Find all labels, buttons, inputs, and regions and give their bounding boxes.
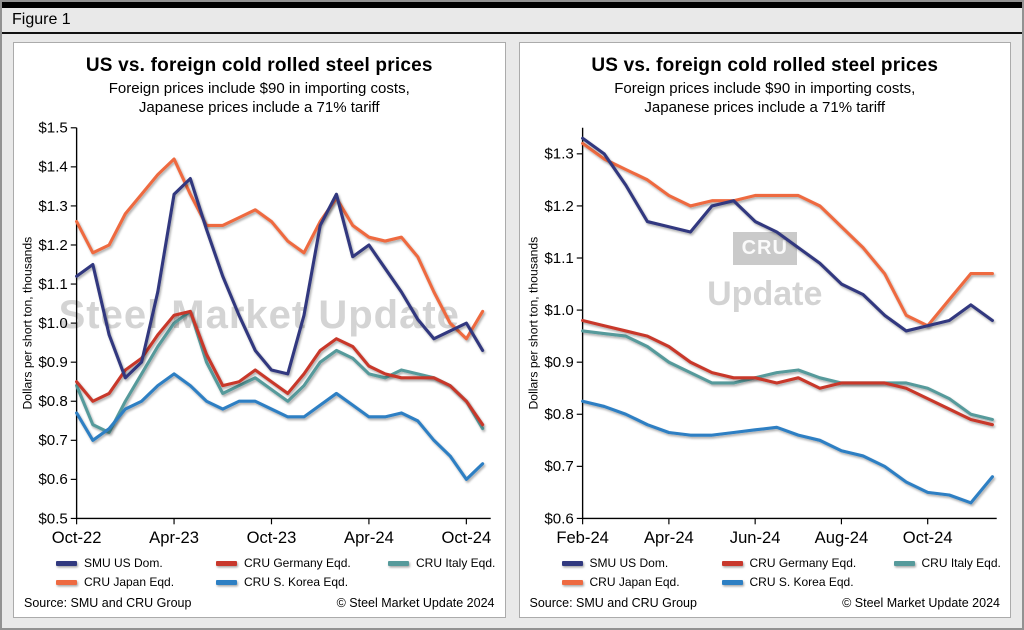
legend-label: CRU Germany Eqd.: [244, 556, 351, 570]
legend-swatch: [561, 579, 583, 585]
legend-swatch: [721, 579, 743, 585]
panel-footer: Source: SMU and CRU Group © Steel Market…: [520, 593, 1011, 617]
svg-text:$0.8: $0.8: [38, 394, 67, 411]
legend-label: SMU US Dom.: [84, 556, 163, 570]
svg-text:$0.9: $0.9: [544, 354, 573, 371]
legend-item-cru_japan: CRU Japan Eqd.: [561, 575, 722, 589]
svg-text:$1.3: $1.3: [544, 146, 573, 163]
plot-area-wrapper: CRU Update $0.6 $0.7 $0.8 $0.9 $1.0 $1.1 $1.2 $…: [520, 119, 1011, 553]
legend-item-cru_japan: CRU Japan Eqd.: [56, 575, 216, 589]
legend-item-cru_germany: CRU Germany Eqd.: [721, 556, 894, 570]
line-chart-full-history: $0.5 $0.6 $0.7 $0.8 $0.9 $1.0 $1.1 $1.2 $1.3 $1.4…: [21, 120, 492, 547]
legend-item-cru_italy: CRU Italy Eqd.: [388, 556, 499, 570]
figure-label: Figure 1: [12, 11, 71, 28]
legend: SMU US Dom. CRU Germany Eqd. CRU Italy Eqd…: [14, 553, 505, 593]
chart-title: US vs. foreign cold rolled steel prices: [85, 55, 433, 76]
legend-swatch: [721, 560, 743, 566]
copyright-note: © Steel Market Update 2024: [336, 596, 495, 610]
svg-text:Feb-24: Feb-24: [556, 528, 609, 547]
legend-swatch: [56, 579, 77, 585]
legend-swatch: [893, 560, 915, 566]
legend-swatch: [216, 579, 237, 585]
source-note: Source: SMU and CRU Group: [529, 596, 697, 610]
svg-text:$1.1: $1.1: [544, 250, 573, 267]
chart-subtitle-line1: Foreign prices include $90 in importing …: [614, 80, 916, 97]
svg-text:$0.6: $0.6: [544, 511, 573, 528]
svg-text:$0.8: $0.8: [544, 407, 573, 424]
legend-swatch: [216, 560, 237, 566]
chart-subtitle: Foreign prices include $90 in importing …: [14, 79, 505, 117]
legend-label: CRU Italy Eqd.: [416, 556, 496, 570]
svg-text:$1.4: $1.4: [38, 159, 67, 176]
svg-text:Apr-24: Apr-24: [344, 528, 394, 547]
svg-text:$1.2: $1.2: [544, 198, 573, 215]
legend-label: CRU Italy Eqd.: [921, 556, 1001, 570]
svg-text:Oct-22: Oct-22: [52, 528, 102, 547]
legend-label: SMU US Dom.: [589, 556, 669, 570]
legend-item-smu_us: SMU US Dom.: [56, 556, 216, 570]
figure-header: Figure 1: [2, 8, 1022, 34]
legend-label: CRU Japan Eqd.: [589, 575, 680, 589]
legend-item-cru_italy: CRU Italy Eqd.: [893, 556, 1005, 570]
svg-text:$0.9: $0.9: [38, 354, 67, 371]
legend-swatch: [56, 560, 77, 566]
chart-panel-full-history: US vs. foreign cold rolled steel prices …: [13, 42, 506, 618]
legend-swatch: [388, 560, 409, 566]
plot-area-wrapper: Steel Market Update $0.5 $0.6 $0.7 $0.8 $0.9…: [14, 119, 505, 553]
chart-title: US vs. foreign cold rolled steel prices: [591, 55, 939, 76]
legend-item-cru_germany: CRU Germany Eqd.: [216, 556, 388, 570]
svg-text:$0.5: $0.5: [38, 511, 67, 528]
svg-text:$1.3: $1.3: [38, 198, 67, 215]
svg-text:Apr-23: Apr-23: [149, 528, 199, 547]
chart-panel-2024-detail: US vs. foreign cold rolled steel prices …: [518, 42, 1011, 618]
svg-text:Oct-24: Oct-24: [441, 528, 491, 547]
legend: SMU US Dom. CRU Germany Eqd. CRU Italy Eqd…: [520, 553, 1011, 593]
legend-swatch: [561, 560, 583, 566]
legend-label: CRU S. Korea Eqd.: [749, 575, 854, 589]
charts-row: US vs. foreign cold rolled steel prices …: [2, 34, 1022, 628]
legend-label: CRU S. Korea Eqd.: [244, 575, 349, 589]
svg-text:$0.6: $0.6: [38, 472, 67, 489]
chart-subtitle-line1: Foreign prices include $90 in importing …: [108, 80, 410, 97]
svg-text:$1.1: $1.1: [38, 276, 67, 293]
top-black-bar: [2, 2, 1022, 8]
panel-footer: Source: SMU and CRU Group © Steel Market…: [14, 593, 505, 617]
svg-text:Oct-24: Oct-24: [902, 528, 952, 547]
svg-text:Dollars per short ton, thousan: Dollars per short ton, thousands: [21, 237, 35, 410]
source-note: Source: SMU and CRU Group: [24, 596, 192, 610]
legend-item-smu_us: SMU US Dom.: [561, 556, 722, 570]
svg-text:Apr-24: Apr-24: [643, 528, 693, 547]
svg-text:$1.5: $1.5: [38, 120, 67, 137]
legend-label: CRU Japan Eqd.: [84, 575, 175, 589]
chart-subtitle-line2: Japanese prices include a 71% tariff: [138, 99, 380, 117]
svg-text:$1.0: $1.0: [544, 302, 573, 319]
svg-text:Dollars per short ton, thousan: Dollars per short ton, thousands: [526, 237, 540, 410]
svg-text:Aug-24: Aug-24: [814, 528, 868, 547]
svg-text:$0.7: $0.7: [38, 433, 67, 450]
chart-subtitle: Foreign prices include $90 in importing …: [520, 79, 1011, 117]
legend-label: CRU Germany Eqd.: [749, 556, 857, 570]
svg-text:$1.2: $1.2: [38, 237, 67, 254]
legend-item-cru_skorea: CRU S. Korea Eqd.: [216, 575, 388, 589]
svg-text:$0.7: $0.7: [544, 459, 573, 476]
svg-text:$1.0: $1.0: [38, 315, 67, 332]
chart-subtitle-line2: Japanese prices include a 71% tariff: [644, 99, 886, 117]
line-chart-2024-detail: $0.6 $0.7 $0.8 $0.9 $1.0 $1.1 $1.2 $1.3 Feb-24 Ap…: [526, 128, 997, 547]
legend-item-cru_skorea: CRU S. Korea Eqd.: [721, 575, 894, 589]
svg-text:Oct-23: Oct-23: [247, 528, 297, 547]
copyright-note: © Steel Market Update 2024: [842, 596, 1000, 610]
svg-text:Jun-24: Jun-24: [729, 528, 780, 547]
